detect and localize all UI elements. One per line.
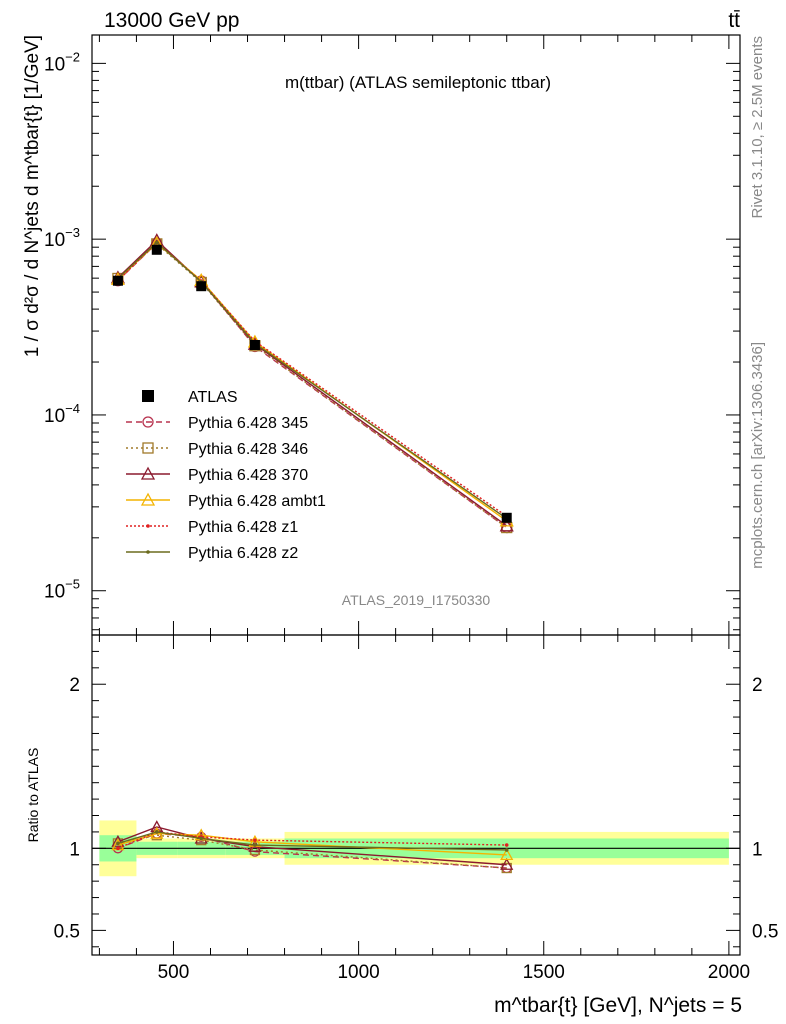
chart-title: m(ttbar) (ATLAS semileptonic ttbar) bbox=[285, 73, 551, 92]
y-tick-label: 10−4 bbox=[44, 401, 80, 427]
series-line bbox=[117, 242, 508, 522]
series-marker bbox=[146, 524, 150, 528]
legend: ATLAS Pythia 6.428 345 Pythia 6.428 346 Pyt… bbox=[126, 389, 326, 562]
legend-label: Pythia 6.428 z1 bbox=[188, 519, 298, 536]
series-line bbox=[117, 241, 508, 517]
y-axis-label: 1 / σ d²σ / d N^jets d m^tbar{t} [1/GeV] bbox=[22, 35, 43, 357]
y-tick-label: 10−5 bbox=[44, 577, 80, 603]
axes: 500 1000 1500 2000 10−5 10−4 10−3 10−2 0.5 0.5 1 1 2… bbox=[44, 35, 778, 983]
series-marker bbox=[253, 838, 257, 842]
ratio-tick-label-right: 0.5 bbox=[752, 921, 778, 942]
ratio-panel-content bbox=[92, 820, 740, 874]
ratio-tick-label-right: 2 bbox=[752, 675, 763, 696]
data-point bbox=[196, 281, 207, 292]
y-tick-label: 10−3 bbox=[44, 225, 80, 251]
legend-label: Pythia 6.428 370 bbox=[188, 467, 308, 484]
ratio-panel-frame bbox=[91, 634, 741, 956]
x-tick-label: 2000 bbox=[708, 962, 750, 983]
series-marker bbox=[155, 240, 159, 245]
series-marker bbox=[504, 843, 509, 847]
series-marker bbox=[116, 841, 120, 846]
legend-label: Pythia 6.428 346 bbox=[188, 441, 308, 458]
series-marker bbox=[142, 442, 154, 454]
analysis-watermark: ATLAS_2019_I1750330 bbox=[342, 592, 491, 608]
series-marker bbox=[500, 857, 514, 870]
data-point bbox=[501, 512, 512, 523]
ratio-tick-label-right: 1 bbox=[752, 839, 763, 860]
series-marker bbox=[500, 848, 514, 861]
legend-label: ATLAS bbox=[188, 389, 238, 406]
legend-label: Pythia 6.428 z2 bbox=[188, 545, 298, 562]
data-point bbox=[249, 339, 260, 350]
series-marker bbox=[146, 550, 150, 554]
header-left: 13000 GeV pp bbox=[104, 9, 239, 32]
series-marker bbox=[504, 848, 509, 852]
series-marker bbox=[140, 492, 156, 506]
data-point bbox=[151, 244, 162, 255]
series-marker bbox=[253, 843, 257, 847]
x-tick-label: 500 bbox=[158, 962, 190, 983]
legend-marker bbox=[142, 390, 154, 402]
ratio-series-line bbox=[117, 831, 507, 849]
legend-label: Pythia 6.428 345 bbox=[188, 415, 308, 432]
ratio-tick-label: 2 bbox=[69, 675, 80, 696]
series-marker bbox=[140, 466, 156, 480]
data-point bbox=[112, 275, 123, 286]
x-tick-label: 1000 bbox=[337, 962, 379, 983]
header-right: tt̄ bbox=[728, 9, 740, 32]
series-marker bbox=[142, 416, 154, 428]
y-tick-label: 10−2 bbox=[44, 49, 80, 75]
ratio-y-axis-label: Ratio to ATLAS bbox=[25, 748, 41, 843]
ratio-tick-label: 0.5 bbox=[54, 921, 80, 942]
series-line bbox=[117, 241, 508, 520]
series-marker bbox=[111, 834, 125, 847]
legend-label: Pythia 6.428 ambt1 bbox=[188, 493, 326, 510]
series-marker bbox=[116, 846, 120, 851]
ratio-tick-label: 1 bbox=[69, 839, 80, 860]
series-marker bbox=[155, 830, 159, 834]
ratio-series-line bbox=[117, 832, 507, 869]
mcplots-label: mcplots.cern.ch [arXiv:1306.3436] bbox=[749, 342, 766, 569]
main-series bbox=[110, 233, 514, 534]
x-axis-label: m^tbar{t} [GeV], N^jets = 5 bbox=[494, 994, 742, 1017]
series-marker bbox=[199, 836, 204, 841]
rivet-label: Rivet 3.1.10, ≥ 2.5M events bbox=[749, 36, 766, 219]
x-tick-label: 1500 bbox=[523, 962, 565, 983]
